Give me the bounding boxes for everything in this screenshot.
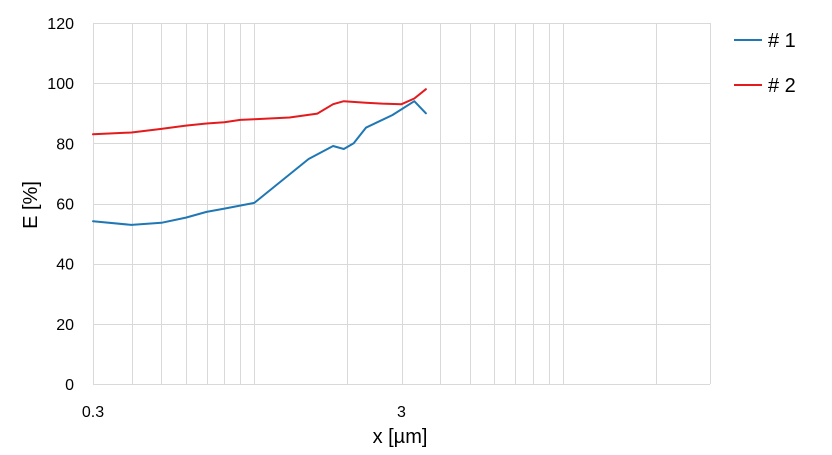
legend-label: # 1 — [768, 30, 796, 52]
x-tick-label: 0.3 — [82, 404, 104, 421]
y-tick-label: 40 — [56, 257, 74, 274]
legend: # 1 # 2 — [734, 30, 796, 97]
y-tick-label: 100 — [47, 76, 74, 93]
legend-label: # 2 — [768, 75, 796, 97]
series-layer — [92, 88, 427, 226]
grid — [93, 23, 711, 385]
y-axis-title: E [%] — [20, 181, 42, 229]
series-line-2 — [92, 88, 427, 136]
tick-labels: 0 20 40 60 80 100 120 0.3 3 — [47, 16, 406, 421]
x-axis-title: x [µm] — [373, 426, 428, 448]
y-tick-label: 0 — [65, 377, 74, 394]
y-tick-label: 80 — [56, 136, 74, 153]
y-tick-label: 120 — [47, 16, 74, 33]
x-tick-label: 3 — [397, 404, 406, 421]
series-line-1 — [92, 100, 427, 226]
y-tick-label: 20 — [56, 317, 74, 334]
y-tick-label: 60 — [56, 197, 74, 214]
